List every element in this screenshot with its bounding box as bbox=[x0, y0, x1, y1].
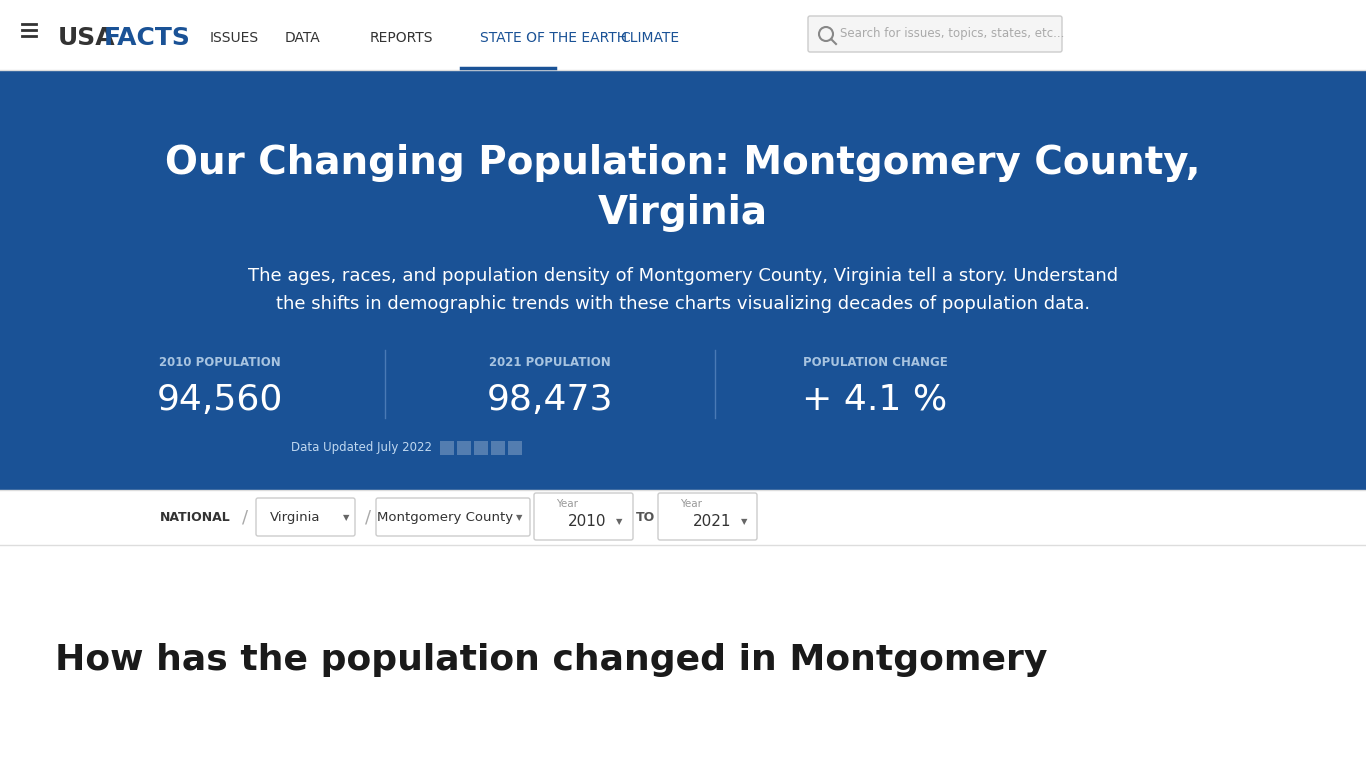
Text: 2021: 2021 bbox=[693, 514, 732, 529]
Text: the shifts in demographic trends with these charts visualizing decades of popula: the shifts in demographic trends with th… bbox=[276, 295, 1090, 313]
FancyBboxPatch shape bbox=[0, 490, 1366, 545]
FancyBboxPatch shape bbox=[809, 16, 1061, 52]
Text: The ages, races, and population density of Montgomery County, Virginia tell a st: The ages, races, and population density … bbox=[249, 267, 1117, 285]
Text: + 4.1 %: + 4.1 % bbox=[802, 383, 948, 417]
Text: TO: TO bbox=[635, 511, 654, 524]
FancyBboxPatch shape bbox=[0, 0, 1366, 70]
Text: ▼: ▼ bbox=[740, 517, 747, 526]
Text: FACTS: FACTS bbox=[104, 26, 191, 50]
Text: POPULATION CHANGE: POPULATION CHANGE bbox=[803, 356, 948, 369]
FancyBboxPatch shape bbox=[490, 441, 505, 455]
FancyBboxPatch shape bbox=[0, 545, 1366, 768]
Text: Montgomery County: Montgomery County bbox=[377, 511, 514, 524]
Text: DATA: DATA bbox=[285, 31, 321, 45]
FancyBboxPatch shape bbox=[376, 498, 530, 536]
FancyBboxPatch shape bbox=[508, 441, 522, 455]
Text: Our Changing Population: Montgomery County,: Our Changing Population: Montgomery Coun… bbox=[165, 144, 1201, 182]
Text: 2010: 2010 bbox=[568, 514, 607, 529]
Text: /: / bbox=[365, 508, 372, 527]
Text: 2010 POPULATION: 2010 POPULATION bbox=[158, 356, 281, 369]
Text: ISSUES: ISSUES bbox=[210, 31, 260, 45]
Text: USA: USA bbox=[57, 26, 116, 50]
Text: 98,473: 98,473 bbox=[486, 383, 613, 417]
FancyBboxPatch shape bbox=[458, 441, 471, 455]
Text: CLIMATE: CLIMATE bbox=[620, 31, 679, 45]
Text: ▼: ▼ bbox=[343, 513, 350, 522]
FancyBboxPatch shape bbox=[440, 441, 454, 455]
FancyBboxPatch shape bbox=[658, 493, 757, 540]
FancyBboxPatch shape bbox=[474, 441, 488, 455]
Text: Data Updated July 2022: Data Updated July 2022 bbox=[291, 442, 432, 455]
FancyBboxPatch shape bbox=[0, 70, 1366, 490]
Text: How has the population changed in Montgomery: How has the population changed in Montgo… bbox=[55, 643, 1048, 677]
Text: /: / bbox=[242, 508, 249, 527]
Text: STATE OF THE EARTH: STATE OF THE EARTH bbox=[479, 31, 627, 45]
Text: ▼: ▼ bbox=[616, 517, 623, 526]
Text: Virginia: Virginia bbox=[598, 194, 768, 232]
Text: Search for issues, topics, states, etc...: Search for issues, topics, states, etc..… bbox=[840, 28, 1064, 41]
Text: 2021 POPULATION: 2021 POPULATION bbox=[489, 356, 611, 369]
Text: NATIONAL: NATIONAL bbox=[160, 511, 231, 524]
Text: Year: Year bbox=[556, 499, 578, 509]
Text: REPORTS: REPORTS bbox=[370, 31, 433, 45]
Text: 94,560: 94,560 bbox=[157, 383, 283, 417]
Text: ▼: ▼ bbox=[516, 513, 522, 522]
FancyBboxPatch shape bbox=[255, 498, 355, 536]
Text: Virginia: Virginia bbox=[269, 511, 320, 524]
FancyBboxPatch shape bbox=[534, 493, 632, 540]
Text: Year: Year bbox=[680, 499, 702, 509]
